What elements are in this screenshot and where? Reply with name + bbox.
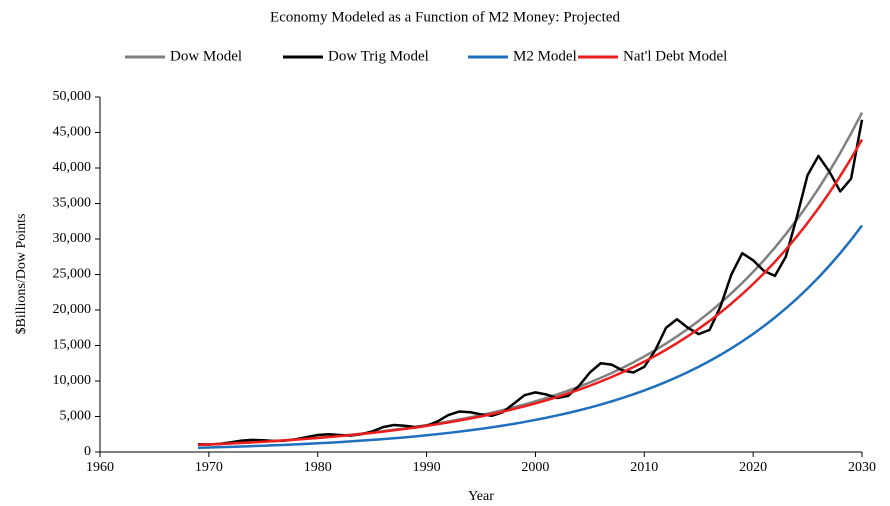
x-tick-label: 1990 [413, 460, 441, 475]
legend-label: M2 Model [513, 48, 577, 64]
x-tick-label: 2010 [630, 460, 658, 475]
y-tick-label: 40,000 [53, 160, 92, 175]
series-line [197, 224, 863, 449]
y-tick-label: 35,000 [53, 196, 92, 211]
y-tick-label: 50,000 [53, 89, 92, 104]
legend-label: Nat'l Debt Model [623, 48, 727, 64]
y-tick-label: 15,000 [53, 338, 92, 353]
y-tick-label: 20,000 [53, 302, 92, 317]
x-tick-label: 2000 [521, 460, 549, 475]
y-tick-label: 10,000 [53, 373, 92, 388]
y-tick-label: 5,000 [60, 409, 92, 424]
y-axis-label: $Billions/Dow Points [14, 214, 29, 335]
legend-label: Dow Trig Model [328, 48, 429, 64]
x-tick-label: 1960 [86, 460, 114, 475]
y-tick-label: 0 [84, 444, 91, 459]
series-line [197, 119, 864, 446]
series-line [197, 139, 864, 447]
y-tick-label: 25,000 [53, 267, 92, 282]
y-tick-label: 45,000 [53, 125, 92, 140]
x-tick-label: 2020 [739, 460, 767, 475]
y-tick-label: 30,000 [53, 231, 92, 246]
x-tick-label: 1980 [304, 460, 332, 475]
x-tick-label: 2030 [848, 460, 876, 475]
chart-title: Economy Modeled as a Function of M2 Mone… [270, 9, 620, 25]
x-tick-label: 1970 [195, 460, 223, 475]
legend-label: Dow Model [170, 48, 242, 64]
x-axis-label: Year [468, 489, 494, 504]
